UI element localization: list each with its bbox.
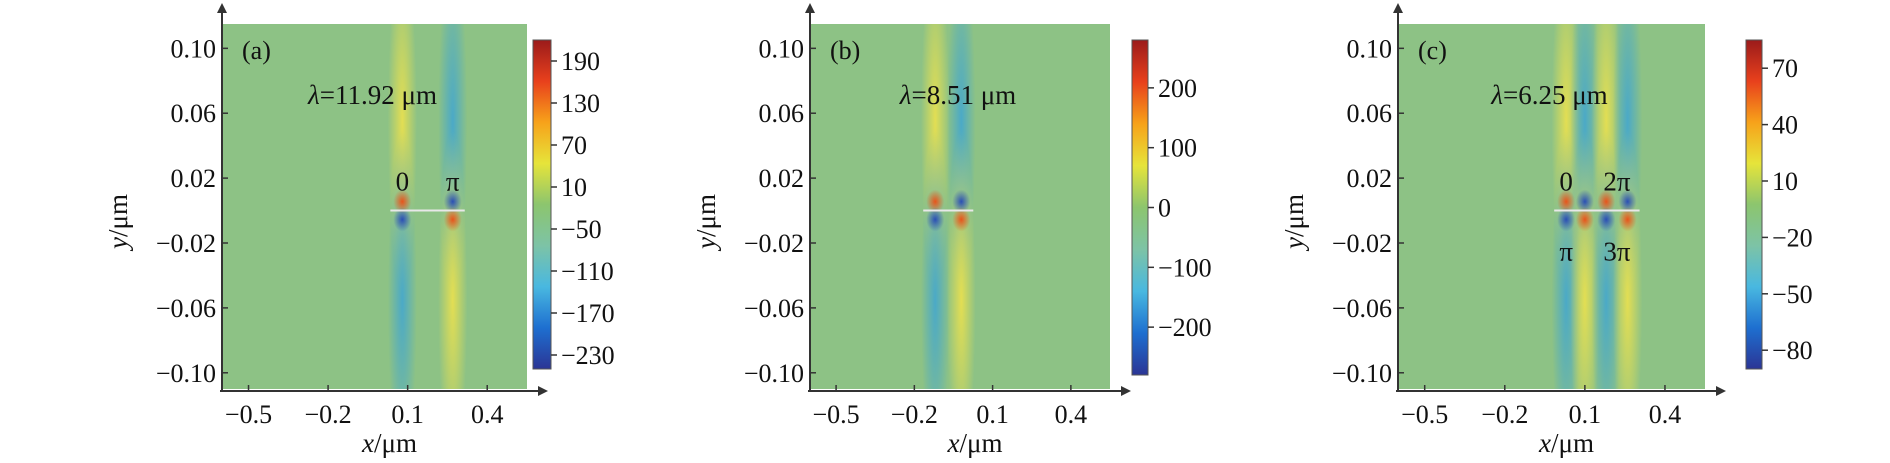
y-tick-label: −0.06	[1332, 294, 1392, 323]
phase-label: 0	[1559, 167, 1573, 197]
colorbar-gradient	[1745, 39, 1763, 370]
y-tick-label: −0.10	[744, 359, 804, 388]
colorbar-tick-label: −20	[1772, 223, 1813, 252]
wavelength-annotation: λ=6.25 μm	[1490, 80, 1607, 110]
colorbar-tick-label: 10	[561, 173, 587, 202]
field-lobe-1	[387, 24, 417, 389]
colorbar-tick-label: 100	[1158, 134, 1197, 163]
colorbar-tick-label: −110	[561, 257, 614, 286]
heatmap-background	[1398, 24, 1705, 389]
x-axis-label: x/μm	[361, 428, 417, 458]
y-tick-label: −0.02	[1332, 229, 1392, 258]
y-tick-label: 0.02	[759, 164, 805, 193]
x-tick-label: 0.1	[1569, 400, 1602, 429]
wavelength-annotation: λ=11.92 μm	[307, 80, 437, 110]
colorbar-tick-label: −170	[561, 299, 615, 328]
y-tick-label: 0.10	[759, 34, 805, 63]
y-tick-label: 0.10	[1347, 34, 1393, 63]
y-tick-label: 0.02	[1347, 164, 1393, 193]
x-tick-label: 0.4	[1649, 400, 1682, 429]
field-lobe-4	[1612, 24, 1643, 389]
colorbar-tick-label: 200	[1158, 74, 1197, 103]
y-axis-label: y/μm	[1279, 194, 1309, 252]
phase-label: 2π	[1603, 167, 1631, 197]
field-lobe-1	[920, 24, 950, 389]
phase-label: 3π	[1603, 237, 1631, 267]
y-axis-label: y/μm	[103, 194, 133, 252]
x-tick-label: 0.4	[471, 400, 504, 429]
phase-label: π	[446, 167, 460, 197]
wavelength-annotation: λ=8.51 μm	[899, 80, 1016, 110]
colorbar-tick-label: −50	[561, 215, 602, 244]
panel-label: (c)	[1418, 36, 1447, 65]
field-map	[1551, 24, 1643, 389]
y-tick-label: −0.02	[744, 229, 804, 258]
colorbar-tick-label: −100	[1158, 253, 1212, 282]
y-tick-label: −0.02	[156, 229, 216, 258]
panel-label: (a)	[242, 36, 271, 65]
colorbar: 190 130 70 10 −50 −110 −170 −230	[532, 39, 615, 370]
panel-c: 0.10 0.06 0.02 −0.02 −0.06 −0.10 −0.5 −0.2 0.1 0.…	[1279, 3, 1813, 458]
colorbar-tick-label: −50	[1772, 280, 1813, 309]
y-tick-label: −0.10	[156, 359, 216, 388]
y-tick-label: 0.06	[171, 99, 217, 128]
colorbar: 200 100 0 −100 −200	[1131, 39, 1212, 376]
x-tick-label: 0.1	[391, 400, 424, 429]
y-tick-label: −0.10	[1332, 359, 1392, 388]
colorbar-tick-label: −80	[1772, 336, 1813, 365]
colorbar-tick-label: −200	[1158, 313, 1212, 342]
y-tick-label: −0.06	[744, 294, 804, 323]
x-tick-label: −0.5	[225, 400, 272, 429]
y-tick-label: −0.06	[156, 294, 216, 323]
phase-label: π	[1559, 237, 1573, 267]
x-tick-label: −0.5	[1401, 400, 1448, 429]
colorbar-tick-label: −230	[561, 341, 615, 370]
x-axis-label: x/μm	[1538, 428, 1594, 458]
colorbar: 70 40 10 −20 −50 −80	[1745, 39, 1813, 370]
x-tick-label: −0.2	[1481, 400, 1528, 429]
field-lobe-2	[946, 24, 976, 389]
colorbar-tick-label: 0	[1158, 194, 1171, 223]
field-lobe-2	[438, 24, 468, 389]
colorbar-tick-label: 70	[561, 131, 587, 160]
colorbar-gradient	[1131, 39, 1149, 376]
colorbar-tick-label: 40	[1772, 111, 1798, 140]
panel-label: (b)	[830, 36, 860, 65]
x-tick-label: 0.4	[1055, 400, 1088, 429]
panel-b: 0.10 0.06 0.02 −0.02 −0.06 −0.10 −0.5 −0.2 0.1 0.…	[691, 3, 1212, 458]
panel-a: 0.10 0.06 0.02 −0.02 −0.06 −0.10 −0.5 −0.2 0.1 0.…	[103, 3, 615, 458]
colorbar-tick-label: 10	[1772, 167, 1798, 196]
x-tick-label: −0.5	[813, 400, 860, 429]
x-tick-label: −0.2	[305, 400, 352, 429]
phase-label: 0	[396, 167, 410, 197]
colorbar-tick-label: 130	[561, 89, 600, 118]
x-tick-label: 0.1	[976, 400, 1009, 429]
colorbar-tick-label: 70	[1772, 54, 1798, 83]
y-tick-label: 0.06	[1347, 99, 1393, 128]
y-tick-label: 0.10	[171, 34, 217, 63]
colorbar-tick-label: 190	[561, 47, 600, 76]
field-map	[387, 24, 468, 389]
heatmap-background	[222, 24, 527, 389]
y-axis-label: y/μm	[691, 194, 721, 252]
x-axis-label: x/μm	[947, 428, 1003, 458]
x-tick-label: −0.2	[891, 400, 938, 429]
colorbar-gradient	[532, 39, 552, 370]
field-map	[920, 24, 976, 389]
y-tick-label: 0.02	[171, 164, 217, 193]
y-tick-label: 0.06	[759, 99, 805, 128]
